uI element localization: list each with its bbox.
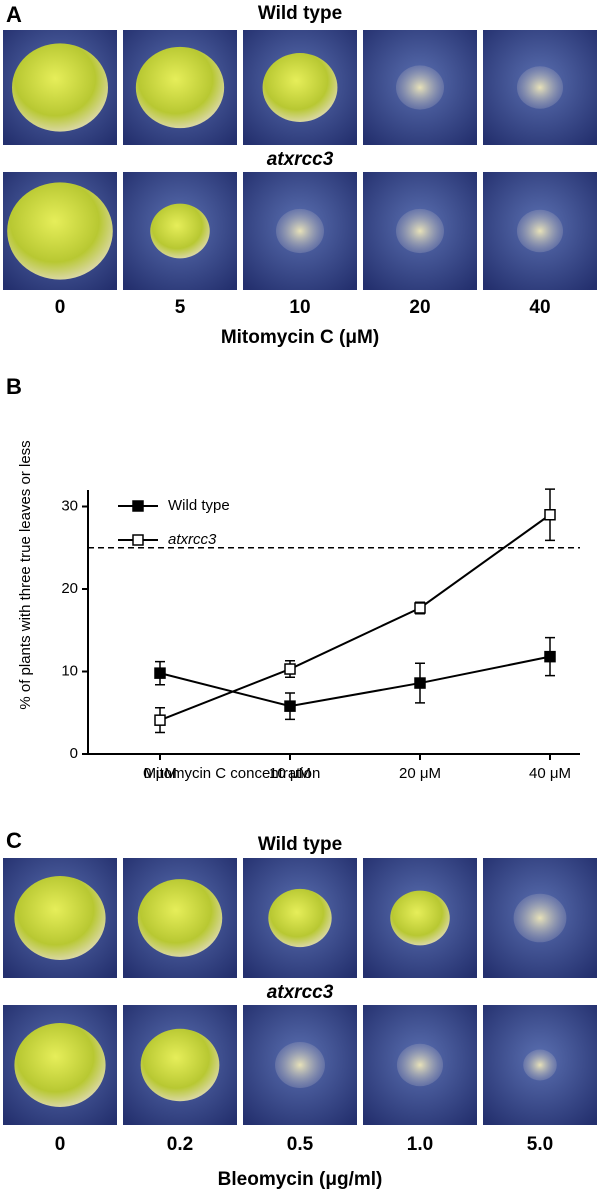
dose-label: 5.0 [527, 1134, 553, 1155]
y-tick-label: 20 [61, 580, 78, 597]
point [414, 677, 426, 689]
y-axis-label: % of plants with three true leaves or le… [17, 440, 34, 709]
dose-label: 0.2 [167, 1134, 193, 1155]
callus [14, 1023, 106, 1107]
callus [516, 66, 564, 109]
dose-label: 10 [289, 297, 310, 318]
row-title: atxrcc3 [267, 149, 334, 170]
panel-label: C [6, 828, 22, 853]
row-title: Wild type [258, 3, 342, 24]
y-tick-label: 30 [61, 497, 78, 514]
point [154, 667, 166, 679]
callus [12, 43, 108, 132]
row-title: Wild type [258, 834, 342, 855]
callus [268, 888, 332, 948]
axis-label: Bleomycin (μg/ml) [218, 1169, 383, 1190]
dose-label: 20 [409, 297, 430, 318]
x-tick-label: 20 μM [399, 765, 441, 782]
x-tick-label: 0 μM [143, 765, 177, 782]
callus [275, 1042, 325, 1088]
x-tick-label: 10 μM [269, 765, 311, 782]
axis-label: Mitomycin C (μM) [221, 327, 379, 348]
y-tick-label: 10 [61, 662, 78, 679]
callus [390, 890, 450, 946]
legend-label: atxrcc3 [168, 531, 217, 548]
dose-label: 40 [529, 297, 550, 318]
callus [276, 208, 324, 254]
callus [523, 1049, 557, 1081]
callus [135, 46, 225, 129]
legend-label: Wild type [168, 497, 230, 514]
panel-label: A [6, 2, 22, 27]
point [544, 509, 556, 521]
callus [396, 1043, 444, 1087]
point [154, 714, 166, 726]
callus [396, 65, 444, 110]
legend-marker [132, 534, 144, 546]
x-tick-label: 40 μM [529, 765, 571, 782]
series-line [159, 655, 551, 708]
callus [262, 53, 338, 122]
point [544, 650, 556, 663]
legend-marker [132, 500, 144, 512]
callus [14, 876, 106, 960]
point [284, 663, 296, 675]
point [414, 602, 426, 614]
row-title: atxrcc3 [267, 982, 334, 1003]
callus [516, 209, 564, 253]
callus [7, 182, 113, 280]
panel-label: B [6, 374, 22, 399]
callus [396, 208, 444, 254]
dose-label: 0 [55, 297, 66, 318]
y-tick-label: 0 [70, 745, 78, 762]
callus [150, 203, 210, 259]
callus [140, 1028, 220, 1102]
dose-label: 5 [175, 297, 186, 318]
callus [137, 879, 223, 957]
point [284, 700, 296, 712]
callus [513, 893, 567, 943]
dose-label: 1.0 [407, 1134, 433, 1155]
series-line [159, 513, 551, 722]
dose-label: 0.5 [287, 1134, 314, 1155]
dose-label: 0 [55, 1134, 66, 1155]
x-axis-label: Mitomycin C concentration [144, 765, 321, 782]
